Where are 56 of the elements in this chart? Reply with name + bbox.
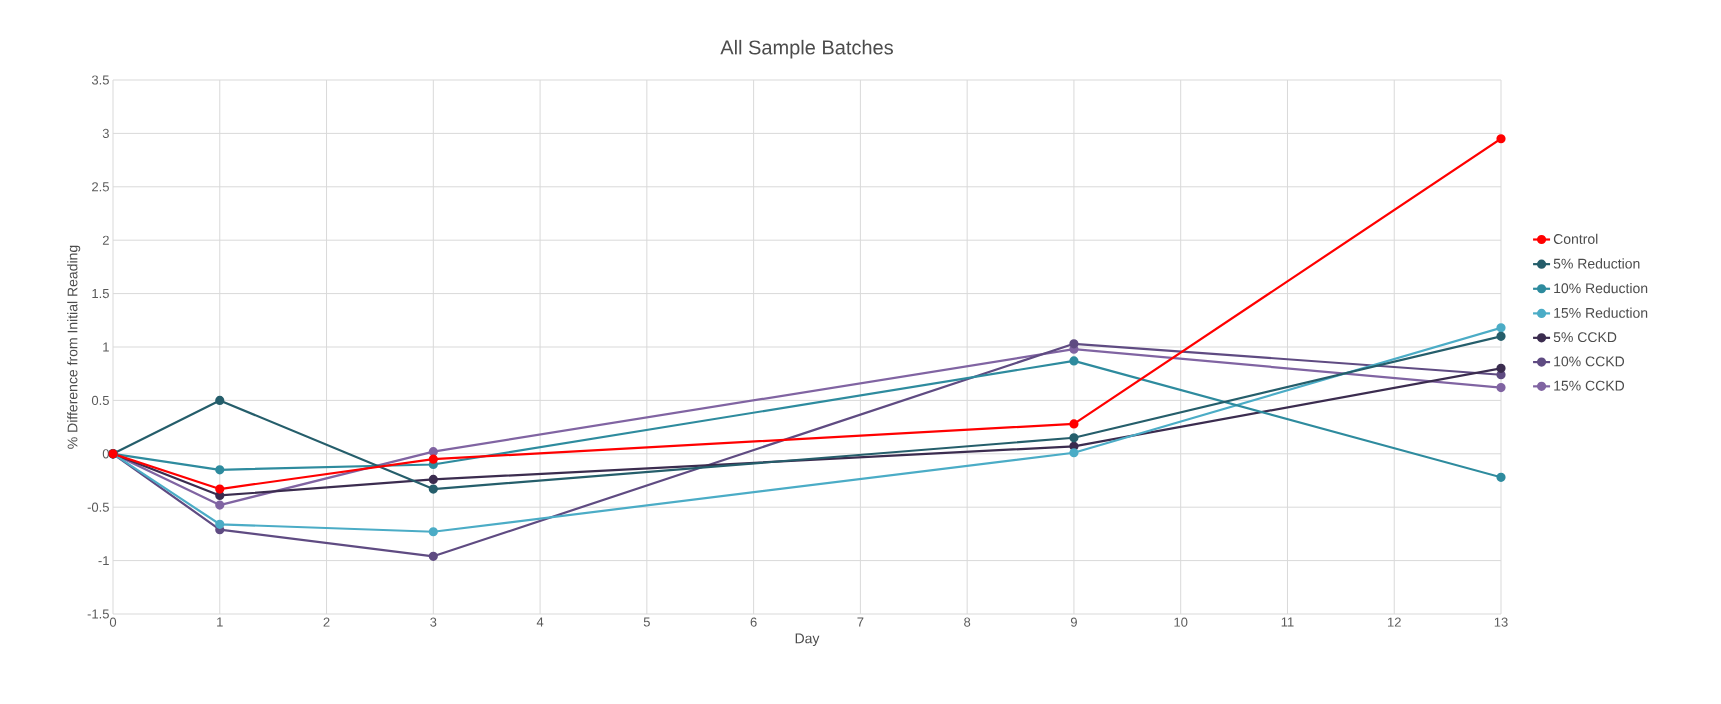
x-tick-label: 0 <box>109 617 117 627</box>
y-tick-label: -1 <box>98 556 109 566</box>
x-tick-label: 6 <box>750 617 757 627</box>
y-tick-label: 0.5 <box>91 395 109 405</box>
y-tick-label: 3 <box>102 128 109 138</box>
point <box>1496 382 1506 393</box>
x-axis-title: Day <box>795 633 820 647</box>
point <box>428 551 438 561</box>
legend-label: 15% CCKD <box>1554 380 1625 391</box>
legend-label: Control <box>1553 233 1598 244</box>
legend-label: 5% CCKD <box>1553 332 1617 343</box>
legend-label: 15% Reduction <box>1554 307 1648 318</box>
x-tick-label: 13 <box>1494 617 1508 627</box>
x-tick-label: 10 <box>1174 617 1188 627</box>
point <box>215 465 225 475</box>
point <box>1069 339 1079 349</box>
point <box>1496 323 1506 333</box>
point <box>215 519 225 529</box>
y-axis-title: % Difference from Initial Reading <box>67 245 81 449</box>
x-tick-label: 11 <box>1281 617 1294 627</box>
y-tick-label: -0.5 <box>87 502 109 512</box>
point <box>215 484 225 494</box>
x-tick-label: 1 <box>217 617 223 627</box>
x-tick-label: 3 <box>430 617 437 627</box>
legend-label: 5% Reduction <box>1553 258 1640 269</box>
legend-label: 10% Reduction <box>1554 282 1648 294</box>
y-tick-label: 2 <box>102 235 109 245</box>
point <box>215 500 225 510</box>
y-tick-label: -1.5 <box>87 609 109 619</box>
chart-title: All Sample Batches <box>720 39 893 59</box>
y-tick-label: 2.5 <box>92 182 109 192</box>
x-tick-label: 4 <box>536 617 544 627</box>
point <box>428 484 438 494</box>
point <box>215 395 225 405</box>
point <box>428 527 438 537</box>
point <box>1069 419 1079 429</box>
point <box>1069 448 1079 458</box>
point <box>1496 363 1506 373</box>
x-tick-label: 2 <box>323 617 330 627</box>
point <box>1496 472 1506 482</box>
x-tick-label: 8 <box>964 617 971 627</box>
y-tick-label: 1 <box>103 342 109 352</box>
x-tick-label: 5 <box>643 617 650 627</box>
x-tick-label: 12 <box>1387 617 1401 627</box>
y-tick-label: 1.5 <box>92 289 109 299</box>
point <box>1496 331 1506 341</box>
point <box>1496 134 1506 144</box>
point <box>428 474 438 485</box>
legend-label: 10% CCKD <box>1554 356 1625 367</box>
point <box>1069 356 1079 366</box>
point <box>1069 433 1079 443</box>
y-tick-label: 3.5 <box>91 75 109 85</box>
point <box>428 447 438 457</box>
point <box>428 454 438 464</box>
x-tick-label: 9 <box>1070 617 1077 627</box>
x-tick-label: 7 <box>857 617 864 627</box>
